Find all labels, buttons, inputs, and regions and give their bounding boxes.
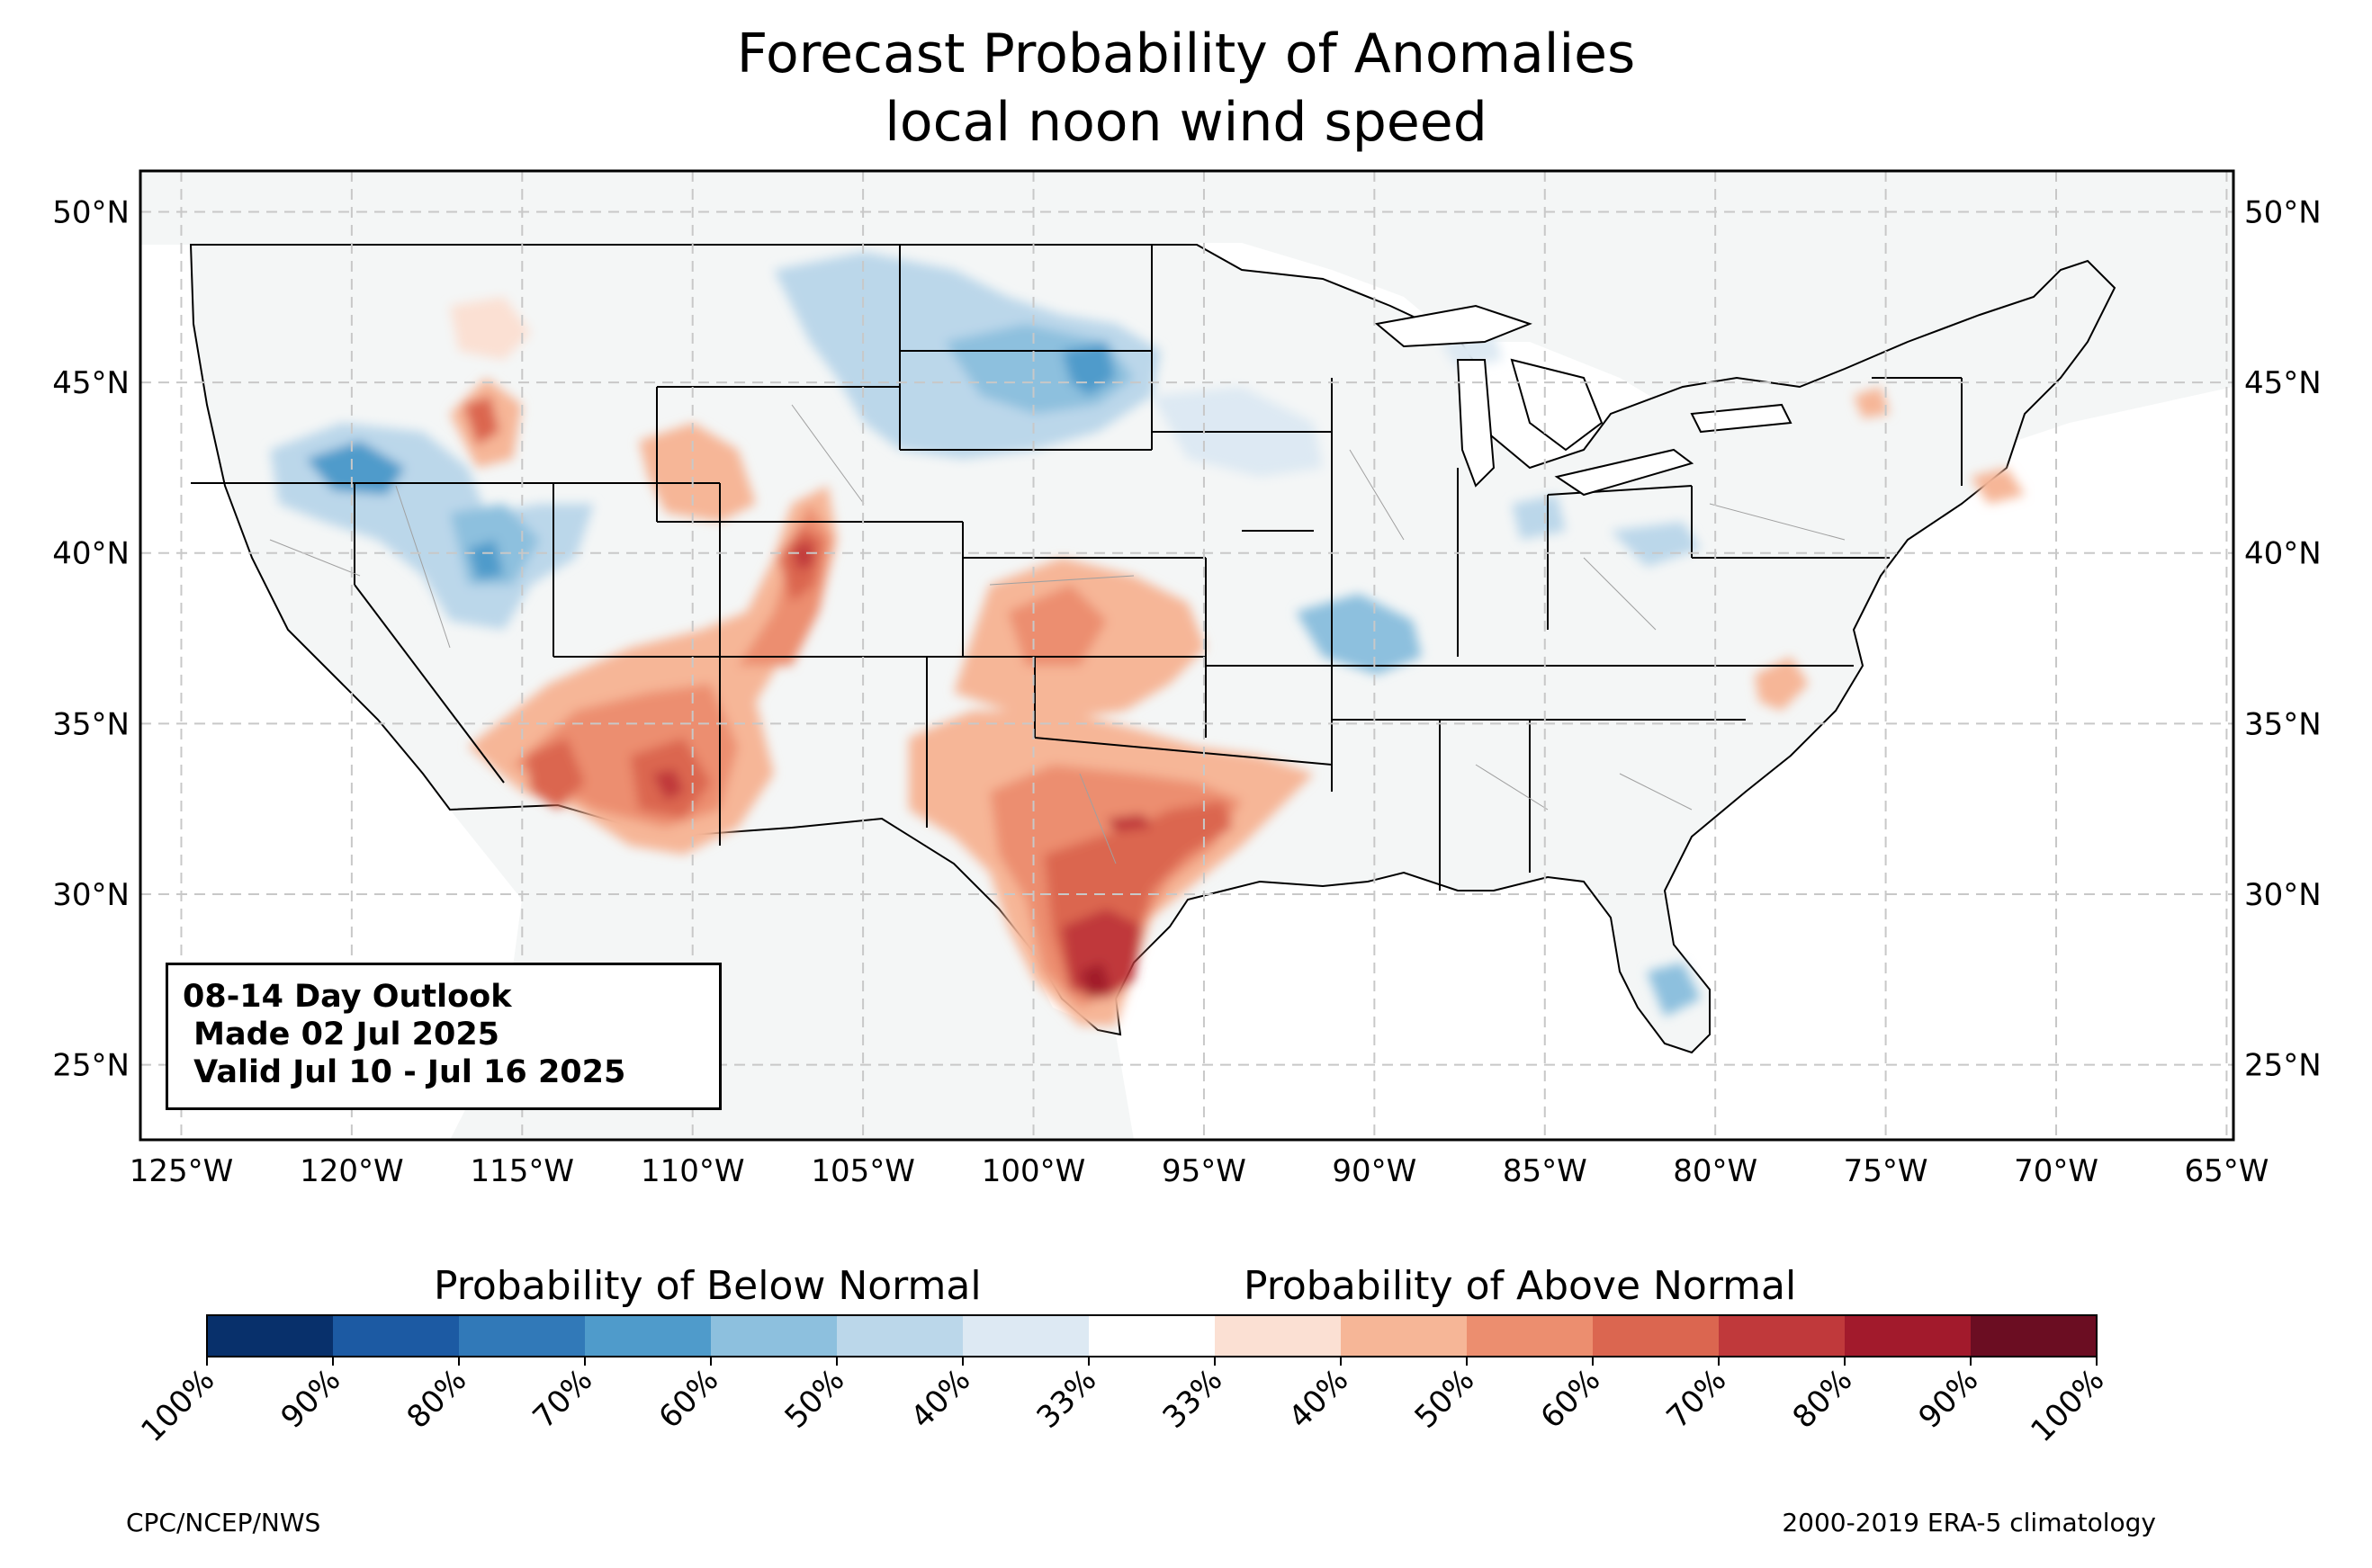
colorbar-tick-label: 80% bbox=[1786, 1362, 1860, 1436]
lon-tick-label: 85°W bbox=[1503, 1153, 1587, 1189]
colorbar-swatch bbox=[1971, 1315, 2098, 1357]
blob-mo-50 bbox=[1296, 594, 1422, 675]
colorbar-tick-label: 80% bbox=[400, 1362, 474, 1436]
colorbar-below-label: Probability of Below Normal bbox=[434, 1263, 982, 1309]
lon-tick-label: 65°W bbox=[2184, 1153, 2269, 1189]
credit-right: 2000-2019 ERA-5 climatology bbox=[1782, 1508, 2156, 1537]
colorbar-tick-label: 70% bbox=[1660, 1362, 1734, 1436]
credit-left: CPC/NCEP/NWS bbox=[126, 1508, 321, 1537]
lat-tick-label-right: 35°N bbox=[2244, 706, 2322, 742]
state-borders bbox=[191, 244, 1963, 891]
blob-etx-70 bbox=[1107, 814, 1152, 832]
lon-tick-label: 100°W bbox=[982, 1153, 1086, 1189]
blob-co-70 bbox=[792, 540, 814, 571]
lake-superior bbox=[1374, 304, 1532, 348]
blob-ny-40 bbox=[1854, 387, 1890, 418]
blob-mi-40 bbox=[1512, 495, 1566, 540]
colorbar-tick-label: 40% bbox=[1282, 1362, 1356, 1436]
lat-tick-label-left: 25°N bbox=[52, 1048, 130, 1084]
colorbar-swatch bbox=[459, 1315, 586, 1357]
blob-oh-40 bbox=[1611, 522, 1701, 567]
colorbar-tick-label: 50% bbox=[1408, 1362, 1482, 1436]
colorbar-swatch bbox=[1593, 1315, 1720, 1357]
lake-michigan bbox=[1456, 359, 1496, 488]
made-date: Made 02 Jul 2025 bbox=[183, 1017, 500, 1053]
colorbar-swatch bbox=[1341, 1315, 1468, 1357]
blob-tx-80 bbox=[1080, 963, 1111, 999]
colorbar-swatch bbox=[963, 1315, 1090, 1357]
lake-erie bbox=[1554, 448, 1694, 497]
lat-tick-label-left: 30°N bbox=[52, 877, 130, 913]
axis-labels: 125°W 120°W 115°W 110°W 105°W 100°W 95°W 90°W 85… bbox=[52, 195, 2321, 1189]
lat-tick-label-left: 40°N bbox=[52, 536, 130, 572]
colorbar-swatch bbox=[585, 1315, 712, 1357]
blob-mt-33 bbox=[450, 297, 531, 360]
lat-tick-label-left: 35°N bbox=[52, 706, 130, 742]
lat-tick-label-right: 25°N bbox=[2244, 1048, 2322, 1084]
lake-ontario bbox=[1690, 403, 1792, 434]
colorbar-swatch bbox=[837, 1315, 964, 1357]
valid-dates: Valid Jul 10 - Jul 16 2025 bbox=[183, 1054, 626, 1090]
colorbar-frame bbox=[206, 1314, 2098, 1357]
colorbar-swatch bbox=[1719, 1315, 1846, 1357]
blob-fl-50 bbox=[1647, 963, 1701, 1017]
lon-tick-label: 75°W bbox=[1844, 1153, 1928, 1189]
colorbar-swatch bbox=[711, 1315, 838, 1357]
colorbar-tick-label: 100% bbox=[2024, 1362, 2111, 1449]
colorbar-tick-label: 50% bbox=[778, 1362, 852, 1436]
map-gridlines bbox=[140, 171, 2233, 1140]
above-normal-layer bbox=[450, 297, 2025, 1026]
colorbar-swatch bbox=[1845, 1315, 1972, 1357]
blob-or-60 bbox=[306, 441, 405, 495]
colorbar-tick-label: 33% bbox=[1030, 1362, 1104, 1436]
colorbar-swatch bbox=[1215, 1315, 1342, 1357]
blob-ut-70 bbox=[468, 540, 504, 580]
lon-tick-label: 120°W bbox=[300, 1153, 404, 1189]
outlook-info-box: 08-14 Day Outlook Made 02 Jul 2025 Valid… bbox=[166, 963, 722, 1110]
lon-tick-label: 90°W bbox=[1332, 1153, 1416, 1189]
map-title: Forecast Probability of Anomalies bbox=[736, 22, 1636, 85]
colorbar-tick-label: 90% bbox=[274, 1362, 348, 1436]
lon-tick-label: 95°W bbox=[1162, 1153, 1246, 1189]
lat-tick-label-left: 50°N bbox=[52, 195, 130, 231]
colorbar-swatch bbox=[207, 1315, 334, 1357]
colorbar: 100% 90% 80% 70% 60% 50% 40% 33% 33% 40% 50% 60% 70%… bbox=[134, 1314, 2111, 1449]
colorbar-tick-label: 40% bbox=[904, 1362, 978, 1436]
county-lines bbox=[269, 404, 1846, 865]
colorbar-swatch bbox=[1089, 1315, 1216, 1357]
lat-tick-label-left: 45°N bbox=[52, 365, 130, 401]
colorbar-swatch bbox=[1467, 1315, 1594, 1357]
colorbar-above-label: Probability of Above Normal bbox=[1244, 1263, 1797, 1309]
colorbar-tick-label: 60% bbox=[652, 1362, 726, 1436]
lon-tick-label: 105°W bbox=[811, 1153, 915, 1189]
colorbar-tick-label: 100% bbox=[134, 1362, 221, 1449]
blob-id-60 bbox=[463, 396, 499, 445]
colorbar-tick-label: 60% bbox=[1534, 1362, 1608, 1436]
lon-tick-label: 80°W bbox=[1673, 1153, 1757, 1189]
blob-ne-40 bbox=[1971, 468, 2025, 504]
blob-nc-40 bbox=[1755, 657, 1809, 711]
lon-tick-label: 70°W bbox=[2014, 1153, 2098, 1189]
lat-tick-label-right: 50°N bbox=[2244, 195, 2322, 231]
blob-az-70 bbox=[652, 769, 684, 801]
lon-tick-label: 115°W bbox=[471, 1153, 575, 1189]
outlook-period: 08-14 Day Outlook bbox=[183, 979, 512, 1015]
map-frame bbox=[139, 169, 2235, 1142]
lat-tick-label-right: 45°N bbox=[2244, 365, 2322, 401]
colorbar-swatch bbox=[333, 1315, 460, 1357]
lat-tick-label-right: 30°N bbox=[2244, 877, 2322, 913]
lon-tick-label: 125°W bbox=[130, 1153, 234, 1189]
colorbar-tick-label: 70% bbox=[526, 1362, 600, 1436]
colorbar-tick-label: 33% bbox=[1156, 1362, 1230, 1436]
map-subtitle: local noon wind speed bbox=[885, 91, 1487, 154]
blob-plains-50 bbox=[1008, 585, 1107, 666]
lat-tick-label-right: 40°N bbox=[2244, 536, 2322, 572]
blob-wy-40 bbox=[639, 423, 756, 522]
lon-tick-label: 110°W bbox=[641, 1153, 745, 1189]
below-normal-layer bbox=[270, 252, 1701, 1017]
colorbar-tick-label: 90% bbox=[1912, 1362, 1986, 1436]
blob-swaz-60 bbox=[526, 738, 585, 810]
